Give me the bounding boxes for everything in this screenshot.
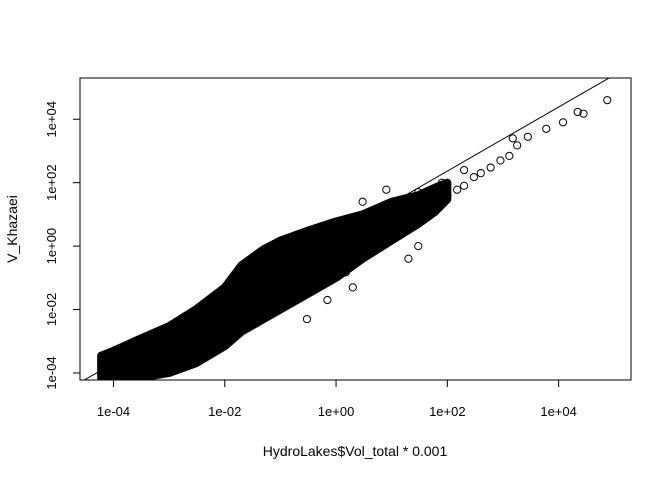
data-point	[523, 132, 532, 141]
data-point	[459, 181, 469, 190]
data-point	[302, 314, 312, 324]
data-point	[542, 124, 551, 133]
data-point	[414, 188, 423, 197]
reference-line-layer	[83, 78, 611, 380]
y-tick-label: 1e+02	[44, 164, 59, 201]
data-point	[603, 96, 612, 105]
data-point	[508, 134, 517, 143]
data-point	[558, 118, 568, 127]
y-tick-label: 1e+04	[44, 101, 59, 138]
x-tick-label: 1e+02	[429, 404, 466, 419]
x-axis: 1e-04 1e-02 1e+00 1e+02 1e+04	[97, 379, 577, 419]
data-point	[387, 226, 396, 236]
data-point	[165, 331, 174, 340]
x-tick-label: 1e+04	[540, 404, 577, 419]
data-point	[358, 254, 367, 263]
data-point	[414, 242, 423, 251]
data-point	[437, 178, 447, 187]
data-point	[341, 268, 350, 277]
data-point	[409, 207, 418, 216]
data-point	[459, 165, 469, 175]
data-point	[430, 195, 440, 204]
y-tick-label: 1e+00	[44, 228, 59, 265]
data-point	[443, 191, 452, 200]
data-point	[348, 283, 357, 292]
data-point	[476, 169, 485, 178]
data-point	[370, 222, 380, 232]
data-point	[323, 295, 332, 305]
data-point	[573, 107, 582, 117]
y-axis: 1e-04 1e-02 1e+00 1e+02 1e+04	[44, 101, 81, 390]
data-point	[336, 258, 345, 267]
data-point	[358, 197, 367, 206]
y-axis-title: V_Khazaei	[4, 195, 20, 263]
data-point	[579, 109, 588, 118]
y-tick-label: 1e-02	[44, 293, 59, 326]
x-tick-label: 1e+00	[318, 404, 355, 419]
x-tick-label: 1e-02	[208, 404, 241, 419]
data-point	[220, 292, 229, 302]
x-tick-label: 1e-04	[97, 404, 130, 419]
data-point	[382, 185, 391, 194]
data-point	[404, 254, 413, 263]
data-point	[513, 141, 522, 150]
reference-line	[83, 78, 611, 380]
data-point	[421, 200, 430, 209]
data-point	[453, 185, 462, 194]
data-point	[505, 151, 514, 160]
dense-point-cloud	[97, 178, 452, 380]
y-tick-label: 1e-04	[44, 356, 59, 389]
dense-point-mass	[97, 178, 452, 380]
data-points	[165, 96, 612, 340]
data-point	[496, 156, 505, 165]
data-point	[469, 173, 478, 182]
data-point	[237, 280, 246, 289]
data-point	[486, 163, 495, 172]
data-point	[198, 305, 207, 314]
x-axis-title: HydroLakes$Vol_total * 0.001	[263, 443, 448, 459]
data-point	[397, 210, 406, 219]
